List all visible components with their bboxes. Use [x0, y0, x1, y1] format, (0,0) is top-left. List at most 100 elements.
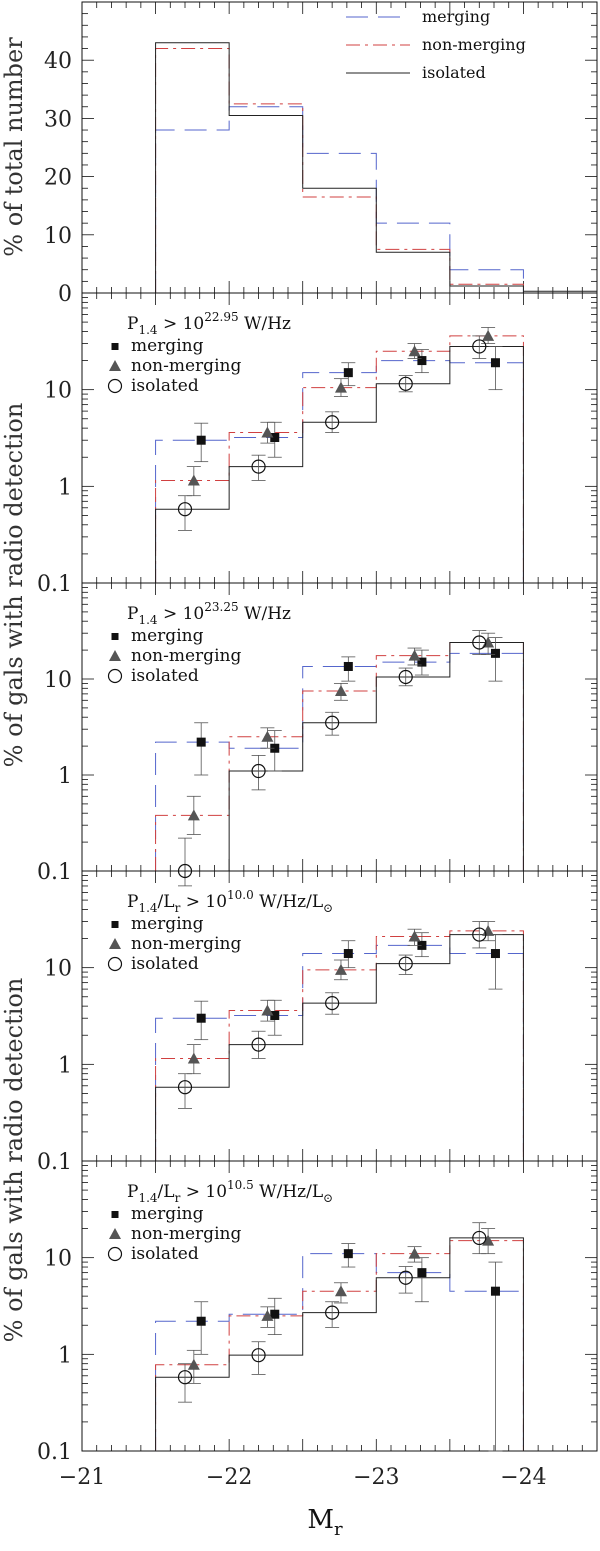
histogram-isolated — [155, 345, 524, 583]
point-merging — [343, 1249, 353, 1259]
histogram-merging — [155, 106, 524, 293]
criterion-part: W/Hz — [239, 314, 291, 334]
point-merging — [196, 435, 206, 445]
point-merging — [343, 661, 353, 671]
y-tick-label: 0.1 — [37, 572, 72, 597]
point-merging — [196, 737, 206, 747]
point-non-merging — [334, 1285, 347, 1297]
legend-marker-merging — [111, 343, 119, 350]
ylabel-top: % of total number — [0, 37, 28, 257]
panel-2: 0.1 1 10 P1.4 > 1022.95 W/Hz mergingnon-merg… — [37, 292, 598, 597]
legend-marker-non-merging — [109, 650, 121, 661]
y-tick-label: 1 — [58, 1343, 72, 1368]
panels-layer: 010203040mergingnon-mergingisolated0.111… — [37, 1, 598, 1465]
histogram-non-merging — [155, 642, 524, 871]
point-merging — [343, 368, 353, 378]
legend-label-isolated: isolated — [131, 666, 199, 686]
point-merging — [490, 949, 500, 959]
point-non-merging — [408, 345, 421, 357]
point-isolated — [398, 1270, 413, 1285]
point-isolated — [398, 669, 413, 685]
point-merging — [270, 433, 280, 443]
criterion-part: 23.25 — [204, 600, 238, 614]
point-merging — [343, 949, 353, 959]
legend-label-merging: merging — [131, 1204, 204, 1224]
point-isolated — [251, 1037, 266, 1052]
point-isolated — [325, 415, 340, 430]
x-tick-label: −23 — [353, 1465, 399, 1490]
criterion-part: 22.95 — [204, 310, 238, 324]
legend-label-non-merging: non-merging — [131, 934, 241, 954]
legend-label-isolated: isolated — [131, 954, 199, 974]
legend-label-merging: merging — [131, 914, 204, 934]
histogram-isolated — [155, 642, 524, 872]
y-tick-label: 1 — [58, 764, 72, 789]
y-tick-label: 1 — [58, 1053, 72, 1078]
legend-label-isolated: isolated — [131, 376, 199, 396]
histogram-isolated — [155, 42, 524, 293]
x-tick-label: −22 — [206, 1465, 252, 1490]
axis-labels-layer: % of total number % of gals with radio d… — [0, 37, 547, 1540]
point-merging — [270, 1309, 280, 1319]
point-isolated — [325, 1305, 340, 1320]
point-non-merging — [408, 1247, 421, 1259]
criterion-part: 1.4 — [138, 323, 157, 337]
y-tick-label: 0 — [58, 282, 72, 307]
xlabel: Mr — [307, 1505, 343, 1540]
histogram-merging — [155, 360, 524, 583]
criterion-part: W/Hz/L — [254, 892, 323, 912]
point-isolated — [325, 715, 340, 730]
point-isolated — [398, 376, 413, 391]
point-merging — [196, 1013, 206, 1023]
y-tick-label: 10 — [44, 668, 72, 693]
point-non-merging — [187, 1358, 200, 1370]
legend-marker-merging — [111, 1211, 119, 1218]
criterion-part: 10.0 — [227, 888, 254, 902]
criterion-part: > 10 — [180, 1182, 227, 1202]
legend-label-isolated: isolated — [131, 1244, 199, 1264]
point-non-merging — [261, 1004, 274, 1016]
legend-marker-isolated — [107, 956, 123, 972]
histogram-merging — [155, 652, 524, 871]
criterion-part: > 10 — [158, 314, 205, 334]
criterion-part: 1.4 — [138, 613, 157, 627]
histogram-merging — [155, 1253, 524, 1451]
point-non-merging — [482, 1234, 495, 1246]
ylabel-bot: % of gals with radio detection — [0, 978, 28, 1343]
legend-marker-isolated — [107, 668, 123, 684]
criterion-part: /L — [158, 1182, 175, 1202]
y-tick-label: 1 — [58, 475, 72, 500]
point-merging — [270, 743, 280, 753]
y-tick-label: 10 — [44, 957, 72, 982]
criterion-part: ⊙ — [323, 901, 333, 915]
point-merging — [490, 358, 500, 368]
point-isolated — [177, 502, 193, 517]
point-non-merging — [334, 381, 347, 393]
legend-marker-isolated — [107, 378, 123, 394]
criterion-part: P — [127, 1182, 138, 1202]
point-non-merging — [334, 963, 347, 975]
criterion-part: r — [175, 901, 181, 915]
legend-label-merging: merging — [131, 336, 204, 356]
point-isolated — [251, 763, 266, 779]
criterion-part: 10.5 — [227, 1178, 254, 1192]
legend-marker-isolated — [107, 1246, 123, 1262]
point-isolated — [472, 1230, 487, 1246]
x-tick-label: −21 — [59, 1465, 105, 1490]
point-merging — [270, 1011, 280, 1021]
legend-marker-non-merging — [109, 360, 121, 371]
criterion-part: W/Hz/L — [254, 1182, 323, 1202]
histogram-non-merging — [155, 48, 524, 293]
ylabel-mid: % of gals with radio detection — [0, 403, 28, 768]
point-isolated — [472, 339, 487, 354]
legend-label-non-merging: non-merging — [131, 356, 241, 376]
legend-marker-merging — [111, 921, 119, 928]
point-isolated — [325, 995, 340, 1011]
point-non-merging — [261, 730, 274, 742]
y-tick-label: 10 — [44, 379, 72, 404]
criterion-part: P — [127, 314, 138, 334]
point-merging — [490, 648, 500, 658]
